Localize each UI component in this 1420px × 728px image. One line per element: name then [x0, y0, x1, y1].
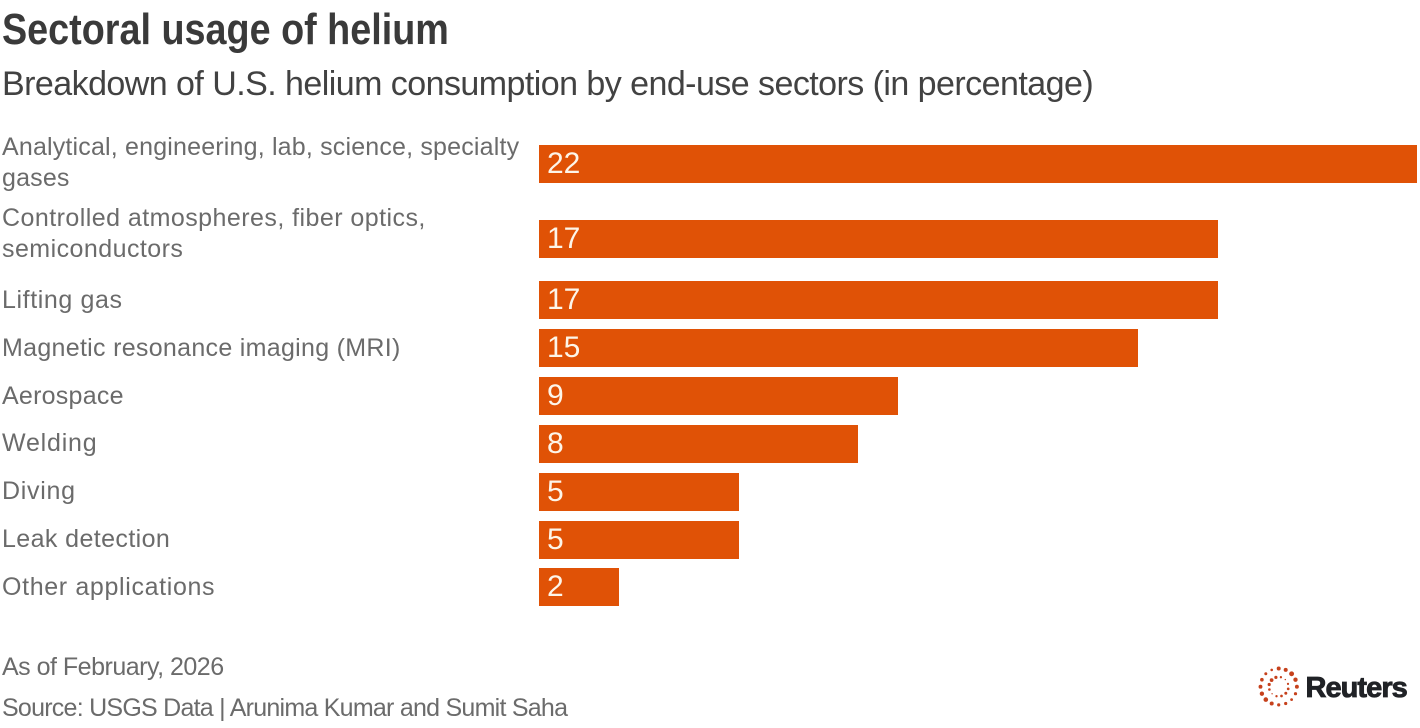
- svg-text:Reuters: Reuters: [1306, 672, 1407, 704]
